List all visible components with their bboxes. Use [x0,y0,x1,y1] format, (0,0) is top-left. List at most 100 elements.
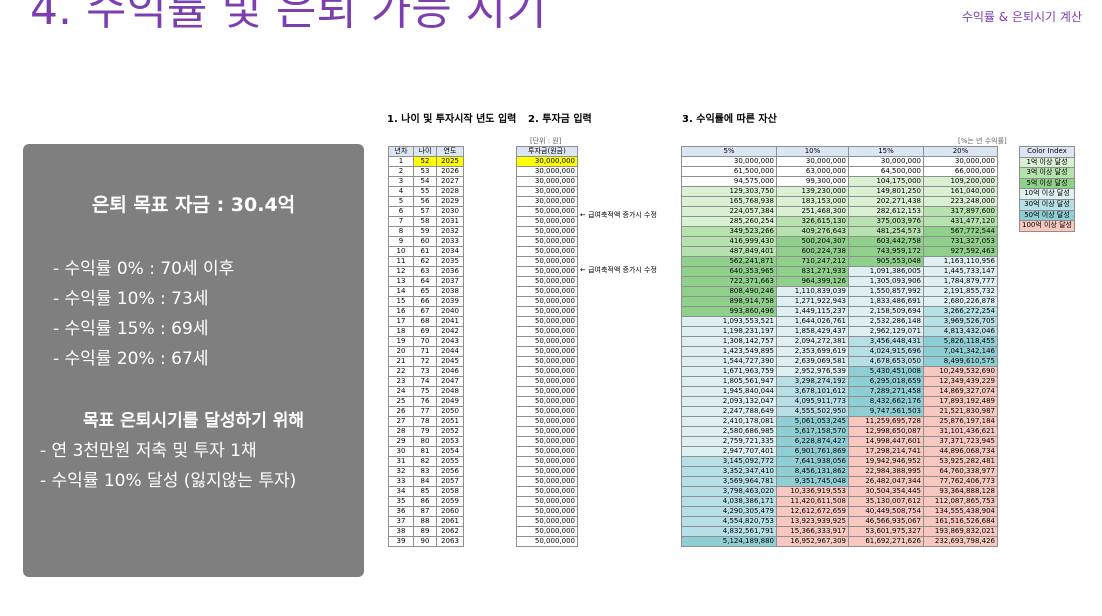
rate-item: - 수익률 15% : 69세 [53,319,209,339]
table-row: 25 76 2049 [388,396,464,407]
table-row: 50,000,000 [516,506,578,517]
table-cell: 4 [388,186,414,197]
table-cell: 431,477,120 [923,216,998,227]
table-cell: 77 [413,406,437,417]
table-cell: 134,555,438,904 [923,506,998,517]
table-cell: 37,371,723,945 [923,436,998,447]
table-cell: 1 [388,156,414,167]
table-cell: 50,000,000 [516,226,578,237]
table-row: 50,000,000 [516,356,578,367]
table-cell: 30,000,000 [776,156,849,167]
table-cell: 2044 [436,346,464,357]
table-cell: 50,000,000 [516,536,578,547]
table-cell: 1,671,963,759 [681,366,777,377]
table-cell: 112,087,865,753 [923,496,998,507]
table-cell: 66 [413,296,437,307]
table-cell: 77,762,406,773 [923,476,998,487]
table-row: 640,353,965 831,271,933 1,091,386,005 1,445… [681,266,998,277]
table-cell: 2061 [436,516,464,527]
table-cell: 25,876,197,184 [923,416,998,427]
table-cell: 13 [388,276,414,287]
table-cell: 83 [413,466,437,477]
table-cell: 2059 [436,496,464,507]
table-row: 50,000,000 [516,276,578,287]
table-cell: 5,617,158,570 [776,426,849,437]
table-cell: 2052 [436,426,464,437]
table-cell: 2049 [436,396,464,407]
table-cell: 905,553,048 [848,256,924,267]
table-row: 20 71 2044 [388,346,464,357]
edit-note: ← 급여축적액 증가시 수정 [580,266,657,274]
table-cell: 69 [413,326,437,337]
table-cell: 5,430,451,008 [848,366,924,377]
table-row: 224,057,384 251,468,300 282,612,153 317,897… [681,206,998,217]
table-cell: 722,371,663 [681,276,777,287]
table-cell: 17 [388,316,414,327]
table-cell: 61,692,271,626 [848,536,924,547]
table-cell: 1,091,386,005 [848,266,924,277]
table-cell: 2,580,686,985 [681,426,777,437]
table-cell: 109,200,000 [923,176,998,187]
table-cell: 731,327,053 [923,236,998,247]
investment-table: 투자금(원금) 30,000,000 30,000,000 30,000,000 30… [516,146,578,547]
table-row: 3,145,092,772 7,641,938,056 19,942,946,952… [681,456,998,467]
table-cell: 2055 [436,456,464,467]
table-cell: 2,532,286,148 [848,316,924,327]
table-row: 19 70 2043 [388,336,464,347]
table-cell: 285,260,254 [681,216,777,227]
table-cell: 1,305,093,906 [848,276,924,287]
table-cell: 50,000,000 [516,356,578,367]
table-cell: 50,000,000 [516,396,578,407]
table-cell: 3,569,964,781 [681,476,777,487]
table-cell: 10 [388,246,414,257]
color-index-header: Color Index [1019,146,1075,158]
table-row: 13 64 2037 [388,276,464,287]
table-cell: 31,101,436,621 [923,426,998,437]
table-cell: 18 [388,326,414,337]
summary-panel: 은퇴 목표 자금 : 30.4억 - 수익률 0% : 70세 이후 - 수익률… [23,144,364,577]
table-cell: 964,399,126 [776,276,849,287]
col-header: 투자금(원금) [516,146,578,157]
table-cell: 2028 [436,186,464,197]
table-cell: 26,482,047,344 [848,476,924,487]
table-cell: 2037 [436,276,464,287]
table-cell: 1,550,857,992 [848,286,924,297]
table-cell: 36 [388,506,414,517]
table-cell: 9,747,561,503 [848,406,924,417]
table-cell: 2058 [436,486,464,497]
table-cell: 67 [413,306,437,317]
table-cell: 26 [388,406,414,417]
table-row: 50,000,000 [516,436,578,447]
table-row: 50,000,000 [516,326,578,337]
table-cell: 12,349,439,229 [923,376,998,387]
table-cell: 50,000,000 [516,216,578,227]
table-cell: 50,000,000 [516,366,578,377]
table-cell: 4,832,561,791 [681,526,777,537]
table-cell: 4,555,502,950 [776,406,849,417]
table-row: 12 63 2036 [388,266,464,277]
table-cell: 61,500,000 [681,166,777,177]
table-cell: 349,523,266 [681,226,777,237]
table-cell: 50,000,000 [516,416,578,427]
table-row: 22 73 2046 [388,366,464,377]
unit-label: [단위 : 원] [530,137,562,145]
table-cell: 2057 [436,476,464,487]
table-row: 50,000,000 [516,536,578,547]
table-cell: 2033 [436,236,464,247]
table-cell: 2060 [436,506,464,517]
table-cell: 65 [413,286,437,297]
table-cell: 282,612,153 [848,206,924,217]
table-row: 50,000,000 [516,286,578,297]
table-cell: 53 [413,166,437,177]
table-cell: 2,158,509,694 [848,306,924,317]
table-row: 50,000,000 [516,426,578,437]
rate-item: - 수익률 0% : 70세 이후 [53,259,235,279]
table-cell: 53,601,975,327 [848,526,924,537]
rate-item: - 수익률 20% : 67세 [53,349,209,369]
table-cell: 21 [388,356,414,367]
color-index-item: 3억 이상 달성 [1019,168,1075,179]
table-row: 30,000,000 [516,166,578,177]
table-row: 285,260,254 326,615,130 375,003,976 431,477… [681,216,998,227]
table-cell: 8,456,131,862 [776,466,849,477]
table-row: 2,759,721,335 6,228,874,427 14,998,447,601… [681,436,998,447]
